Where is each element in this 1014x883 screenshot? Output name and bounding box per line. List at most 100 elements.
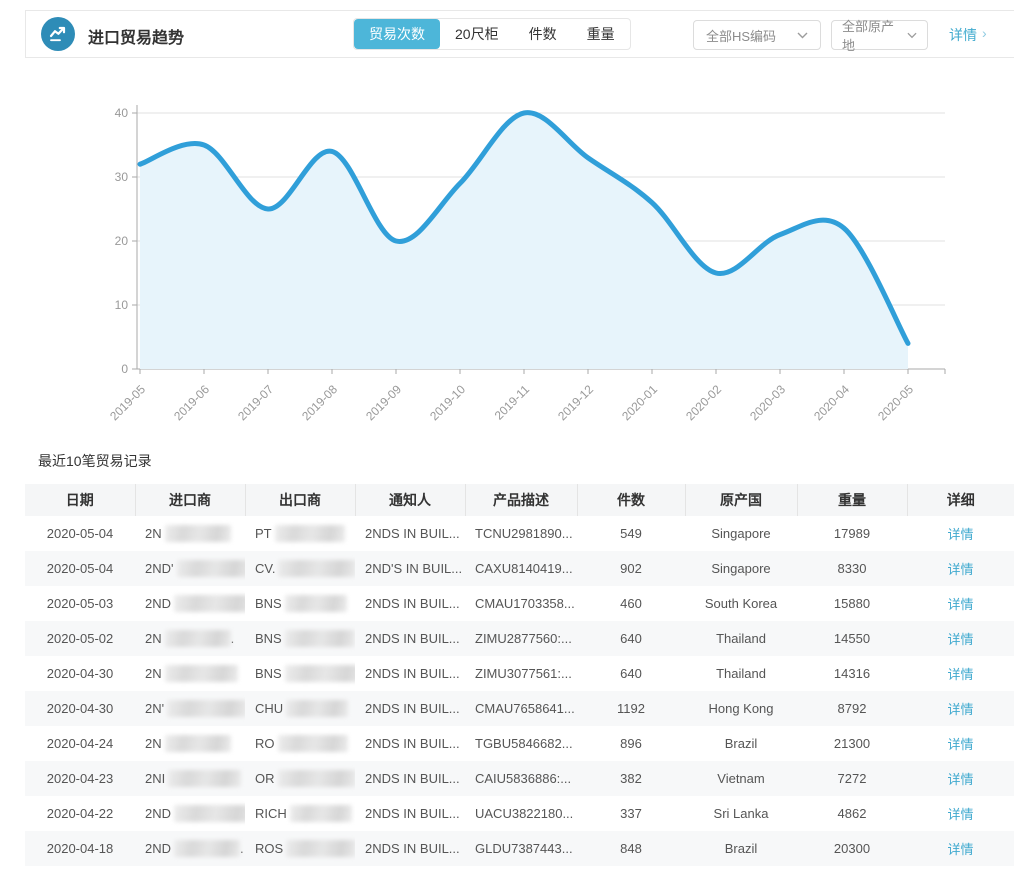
- x-axis-label: 2020-02: [683, 382, 724, 423]
- origin-filter-select[interactable]: 全部原产地: [831, 19, 928, 53]
- cell-quantity: 337: [620, 806, 642, 821]
- cell-exporter: BNS: [245, 656, 355, 691]
- cell-product-description: ZIMU2877560:...: [475, 631, 572, 646]
- redacted-exporter-name: [274, 525, 345, 542]
- cell-exporter: RO: [245, 726, 355, 761]
- row-detail-link[interactable]: 详情: [947, 667, 974, 682]
- cell-quantity: 460: [620, 596, 642, 611]
- cell-date: 2020-04-30: [46, 701, 114, 716]
- metric-tab-1[interactable]: 20尺柜: [440, 19, 514, 49]
- cell-importer: 2N: [135, 516, 245, 551]
- cell-date: 2020-05-04: [46, 526, 114, 541]
- cell-product-description: GLDU7387443...: [475, 841, 573, 856]
- row-detail-link[interactable]: 详情: [947, 807, 974, 822]
- row-detail-link[interactable]: 详情: [947, 597, 974, 612]
- cell-importer: 2N: [135, 726, 245, 761]
- cell-detail: 详情: [907, 831, 1014, 866]
- metric-tab-3[interactable]: 重量: [572, 19, 630, 49]
- row-detail-link[interactable]: 详情: [947, 772, 974, 787]
- cell-date: 2020-05-04: [46, 561, 114, 576]
- table-row: 2020-05-04 2N PT 2NDS IN BUIL... TCNU2981890…: [25, 516, 1014, 551]
- x-axis-label: 2020-01: [619, 382, 660, 423]
- chevron-down-icon: [907, 32, 917, 38]
- y-axis-label: 40: [115, 106, 129, 120]
- panel-header: 进口贸易趋势 贸易次数 20尺柜 件数 重量 全部HS编码 全部原产地 详情 ›: [25, 10, 1014, 58]
- cell-detail: 详情: [907, 586, 1014, 621]
- y-axis-label: 0: [121, 362, 128, 376]
- cell-notify-party: 2NDS IN BUIL...: [365, 771, 460, 786]
- column-header-5: 件数: [576, 484, 685, 516]
- cell-product-description: CAIU5836886:...: [475, 771, 572, 786]
- row-detail-link[interactable]: 详情: [947, 632, 974, 647]
- cell-origin-country: South Korea: [704, 596, 778, 611]
- x-axis-label: 2019-07: [235, 382, 276, 423]
- y-axis-label: 20: [115, 234, 129, 248]
- cell-weight: 21300: [833, 736, 871, 751]
- table-body: 2020-05-04 2N PT 2NDS IN BUIL... TCNU2981890…: [25, 516, 1014, 866]
- x-axis-label: 2019-06: [171, 382, 212, 423]
- redacted-exporter-name: [286, 840, 355, 857]
- table-row: 2020-04-24 2N RO 2NDS IN BUIL... TGBU5846682…: [25, 726, 1014, 761]
- trend-chart-icon: [41, 17, 75, 51]
- cell-product-description: TGBU5846682...: [475, 736, 573, 751]
- column-header-6: 原产国: [684, 484, 797, 516]
- redacted-importer-name: [174, 840, 241, 857]
- trend-area-chart: 0 10 20 30 40 2019-05 2019-06 2019-07 2019-08 201…: [107, 105, 946, 423]
- cell-quantity: 640: [620, 666, 642, 681]
- cell-date: 2020-04-22: [46, 806, 114, 821]
- row-detail-link[interactable]: 详情: [947, 527, 974, 542]
- cell-detail: 详情: [907, 516, 1014, 551]
- cell-exporter: BNS: [245, 586, 355, 621]
- table-row: 2020-05-02 2N. BNS 2NDS IN BUIL... ZIMU28775…: [25, 621, 1014, 656]
- header-detail-link[interactable]: 详情 ›: [949, 25, 987, 45]
- cell-weight: 8330: [837, 561, 867, 576]
- cell-importer: 2ND: [135, 586, 245, 621]
- metric-tab-0[interactable]: 贸易次数: [354, 19, 440, 49]
- cell-importer: 2ND.: [145, 840, 244, 857]
- cell-detail: 详情: [907, 621, 1014, 656]
- table-row: 2020-05-03 2ND BNS 2NDS IN BUIL... CMAU17033…: [25, 586, 1014, 621]
- cell-importer: 2N: [135, 656, 245, 691]
- table-row: 2020-04-23 2NI OR 2NDS IN BUIL... CAIU583688…: [25, 761, 1014, 796]
- cell-notify-party: 2NDS IN BUIL...: [365, 841, 460, 856]
- cell-detail: 详情: [907, 796, 1014, 831]
- redacted-importer-name: [164, 630, 231, 647]
- table-row: 2020-04-22 2ND RICH 2NDS IN BUIL... UACU3822…: [25, 796, 1014, 831]
- section-title: 最近10笔贸易记录: [38, 453, 152, 469]
- redacted-importer-name: [174, 805, 245, 822]
- cell-importer: 2N': [135, 691, 245, 726]
- x-axis-label: 2019-11: [492, 382, 533, 423]
- cell-exporter: OR: [245, 761, 355, 796]
- redacted-importer-name: [168, 770, 242, 787]
- table-row: 2020-04-30 2N BNS 2NDS IN BUIL... ZIMU307756…: [25, 656, 1014, 691]
- x-axis-label: 2020-04: [811, 382, 852, 423]
- x-axis-label: 2019-12: [555, 382, 596, 423]
- cell-weight: 17989: [833, 526, 871, 541]
- row-detail-link[interactable]: 详情: [947, 842, 974, 857]
- cell-importer: 2ND': [135, 551, 245, 586]
- series-line: [137, 110, 911, 346]
- cell-importer: 2N.: [145, 630, 235, 647]
- cell-date: 2020-04-23: [46, 771, 114, 786]
- cell-origin-country: Singapore: [711, 561, 771, 576]
- metric-tab-2[interactable]: 件数: [514, 19, 572, 49]
- row-detail-link[interactable]: 详情: [947, 702, 974, 717]
- redacted-exporter-name: [284, 630, 355, 647]
- cell-product-description: UACU3822180...: [475, 806, 574, 821]
- cell-detail: 详情: [907, 691, 1014, 726]
- redacted-exporter-name: [284, 665, 355, 682]
- cell-origin-country: Hong Kong: [708, 701, 774, 716]
- trade-records-table: 日期 进口商 出口商 通知人 产品描述 件数 原产国 重量 详细 2020-05-04 2N PT 2…: [25, 484, 1014, 866]
- hs-code-filter-value: 全部HS编码: [706, 28, 777, 44]
- row-detail-link[interactable]: 详情: [947, 737, 974, 752]
- cell-weight: 20300: [833, 841, 871, 856]
- cell-date: 2020-04-18: [46, 841, 114, 856]
- cell-exporter: CV.: [245, 551, 355, 586]
- cell-notify-party: 2NDS IN BUIL...: [365, 596, 460, 611]
- cell-date: 2020-04-30: [46, 666, 114, 681]
- cell-quantity: 1192: [617, 701, 645, 716]
- row-detail-link[interactable]: 详情: [947, 562, 974, 577]
- redacted-exporter-name: [284, 595, 347, 612]
- hs-code-filter-select[interactable]: 全部HS编码: [693, 20, 821, 50]
- cell-weight: 14316: [833, 666, 871, 681]
